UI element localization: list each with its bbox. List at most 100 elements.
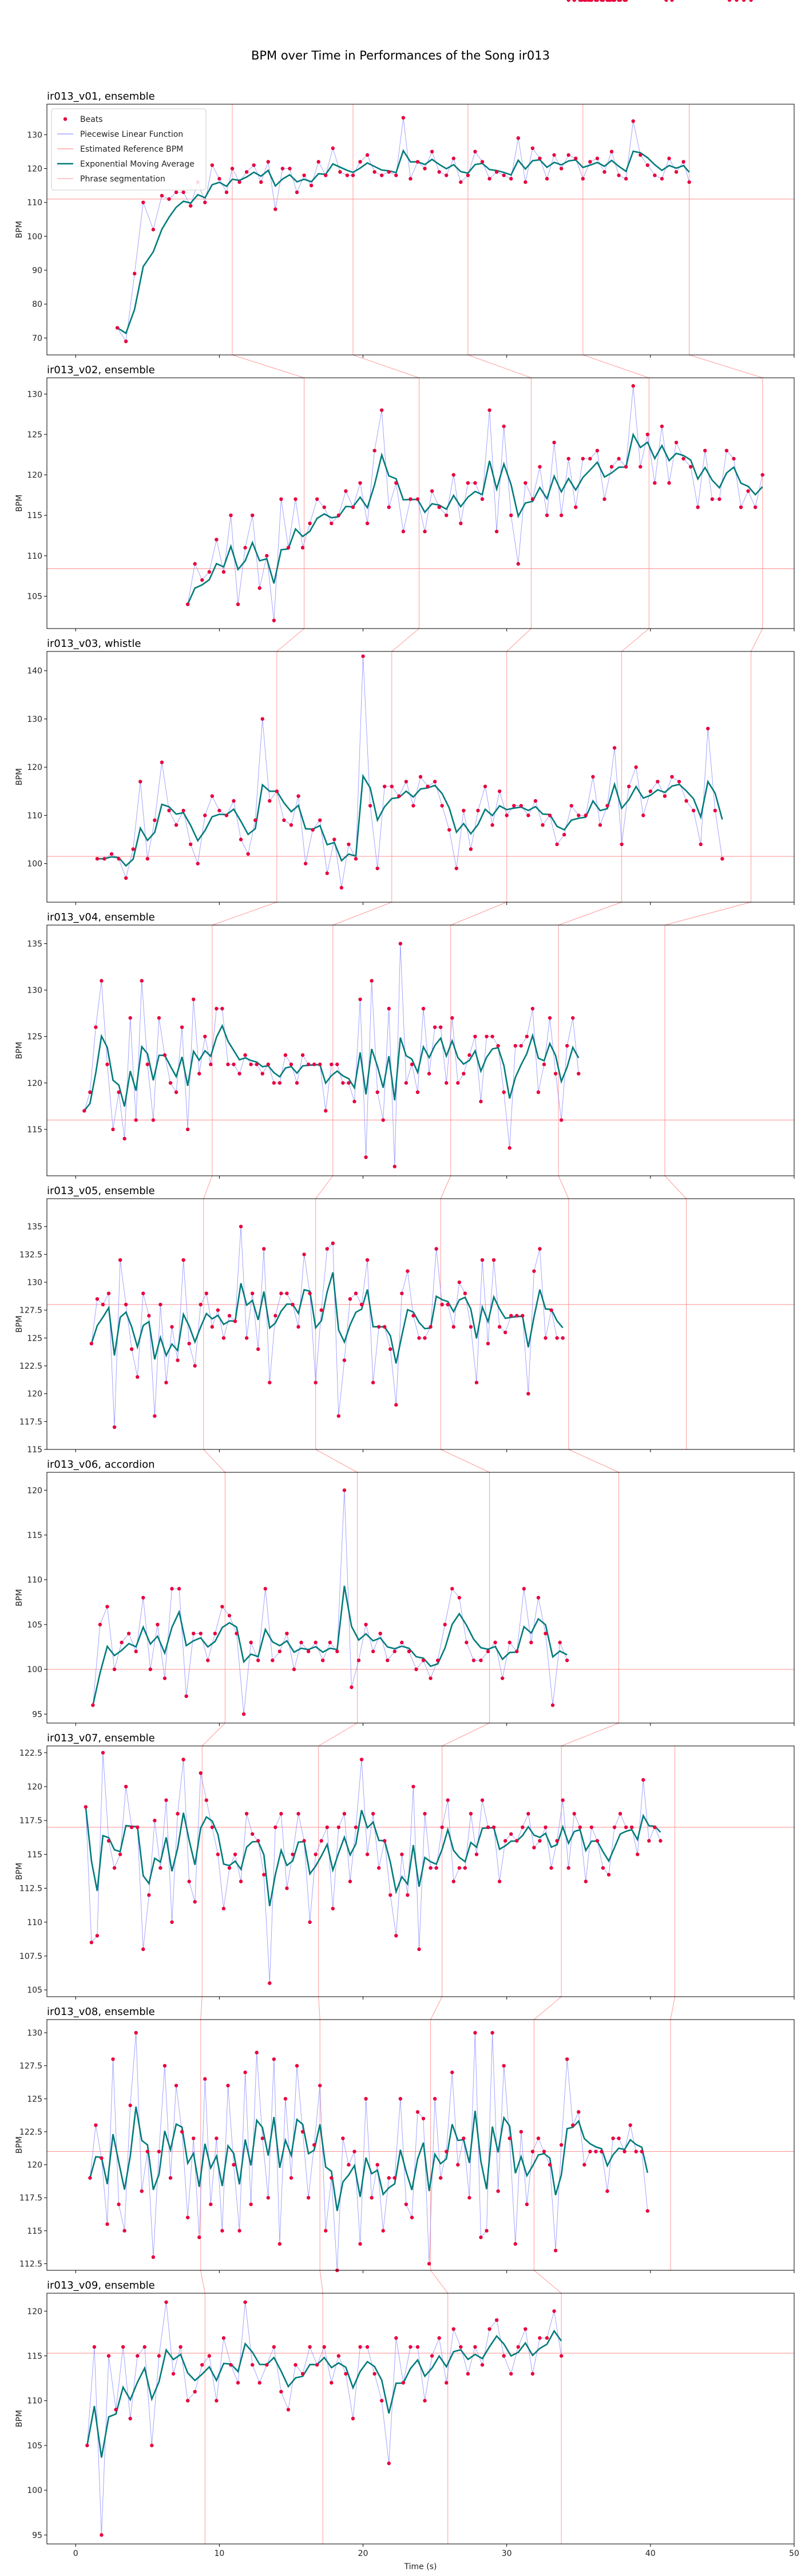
beat-point [121, 2345, 125, 2349]
axes-frame [46, 2293, 795, 2545]
beat-point [423, 167, 427, 171]
beat-point [95, 856, 100, 861]
beat-point [291, 1852, 295, 1856]
beat-point [601, 0, 605, 2]
beat-point [519, 804, 524, 808]
beat-point [370, 979, 374, 983]
y-tick-label: 115 [27, 2227, 42, 2236]
beat-point [89, 1341, 94, 1346]
beat-point [296, 1812, 300, 1816]
beat-point [720, 856, 724, 861]
panel-title: ir013_v01, ensemble [47, 90, 155, 102]
beat-point [378, 1631, 382, 1635]
phrase-connector-line [391, 628, 419, 652]
beat-point [221, 2336, 226, 2340]
beat-point [415, 1090, 420, 1095]
beat-point [268, 1981, 272, 1985]
beat-point [486, 1649, 490, 1654]
beat-point [653, 173, 657, 177]
beat-point [496, 2189, 500, 2193]
beat-point [237, 180, 241, 184]
beat-point [430, 2354, 434, 2358]
beat-point [136, 2354, 140, 2358]
axes-frame [46, 1745, 795, 1997]
beat-point [216, 1852, 220, 1856]
beat-point [319, 1308, 323, 1312]
beat-point [423, 1812, 427, 1816]
beat-point [545, 177, 549, 181]
beat-point [735, 0, 739, 2]
beat-point [465, 1641, 469, 1645]
phrase-connector-line [689, 354, 763, 378]
beat-point [509, 1832, 513, 1836]
beat-point [213, 1631, 217, 1635]
beat-point [379, 408, 384, 412]
y-tick-label: 120 [27, 1079, 42, 1088]
beat-point [387, 1006, 391, 1011]
beat-point [118, 1258, 122, 1262]
beat-point [429, 1676, 433, 1680]
beat-point [98, 1622, 102, 1627]
legend-item-beats: Beats [63, 115, 103, 124]
beat-point [209, 1062, 213, 1066]
beat-point [664, 0, 668, 2]
beat-point [401, 530, 406, 534]
beat-point [371, 1812, 375, 1816]
legend-label: Piecewise Linear Function [80, 130, 183, 139]
phrase-connector-line [621, 628, 649, 652]
beat-point [158, 1866, 162, 1870]
beat-point [542, 2150, 546, 2154]
beat-point [145, 1062, 150, 1066]
beat-point [239, 1879, 243, 1883]
beat-point [243, 2300, 247, 2304]
beat-point [471, 1658, 476, 1662]
beat-point [561, 1798, 565, 1802]
beat-point [361, 654, 365, 658]
beat-point [187, 1879, 191, 1883]
phrase-connector-line [318, 1996, 320, 2020]
panel-9: ir013_v09, ensemble 95 100 105 110 115 120 0 10 2… [15, 2279, 799, 2558]
y-tick-label: 105 [27, 2441, 42, 2451]
beat-point [140, 2189, 144, 2193]
beat-point [437, 2336, 441, 2340]
beat-point [572, 0, 576, 2]
beat-point [285, 1886, 289, 1890]
beat-point [400, 1641, 404, 1645]
y-tick-label: 110 [27, 199, 42, 208]
beat-point [609, 465, 614, 469]
y-tick-label: 130 [27, 131, 42, 140]
beat-point [255, 2050, 259, 2055]
beat-point [667, 481, 671, 485]
beat-point [456, 2163, 460, 2167]
beat-point [753, 505, 758, 509]
beat-point [243, 2071, 247, 2075]
beat-point [429, 1325, 433, 1329]
beat-point [636, 1852, 640, 1856]
beat-point [469, 847, 473, 851]
beat-point [626, 784, 631, 789]
y-tick-label: 100 [27, 2486, 42, 2495]
y-tick-label: 100 [27, 232, 42, 242]
beat-point [577, 813, 581, 817]
beat-point [101, 1302, 105, 1307]
beat-point [285, 1631, 289, 1635]
beat-point [717, 497, 721, 501]
beat-point [111, 1127, 115, 1132]
chart-panels: ir013_v01, ensemble708090100110120130BPM… [15, 0, 799, 2558]
beat-point [295, 1081, 299, 1085]
beat-point [457, 1280, 462, 1285]
beat-point [128, 2416, 132, 2421]
beat-point [480, 2362, 485, 2367]
beat-point [358, 2242, 362, 2246]
beat-point [315, 497, 319, 501]
beat-point [162, 1676, 167, 1680]
beat-point [344, 489, 348, 493]
beat-point [516, 136, 520, 140]
beat-point [94, 2123, 98, 2127]
beat-point [588, 160, 592, 164]
y-tick-label: 90 [32, 266, 42, 275]
beat-point [473, 2345, 477, 2349]
beat-point [710, 497, 715, 501]
